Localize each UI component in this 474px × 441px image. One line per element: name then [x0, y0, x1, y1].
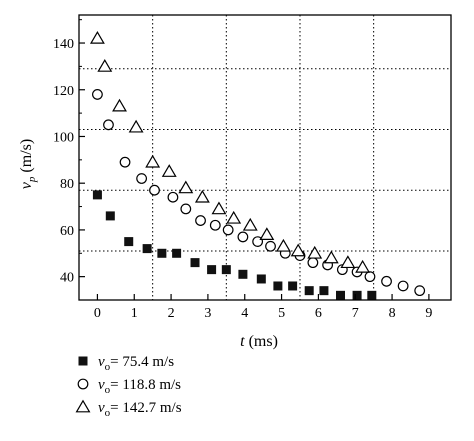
data-point — [355, 259, 371, 273]
data-point — [275, 238, 291, 252]
data-point — [307, 245, 323, 259]
data-point — [288, 281, 298, 291]
data-point — [226, 210, 242, 224]
data-point — [190, 258, 200, 268]
x-tick-label: 1 — [131, 306, 138, 321]
x-tick-label: 0 — [94, 306, 101, 321]
y-tick-label: 60 — [60, 224, 74, 239]
data-point — [221, 265, 231, 275]
legend-marker — [75, 399, 91, 413]
data-point — [242, 217, 258, 231]
data-point — [89, 30, 105, 44]
y-tick-label: 80 — [60, 177, 74, 192]
y-axis-label: vp (m/s) — [18, 139, 38, 189]
data-point — [178, 180, 194, 194]
data-point — [304, 286, 314, 296]
legend-entry-0: vo= 75.4 m/s — [78, 354, 174, 373]
data-point — [364, 271, 376, 283]
series-1 — [92, 89, 426, 297]
x-tick-label: 7 — [352, 306, 359, 321]
data-point — [352, 290, 362, 300]
data-point — [211, 201, 227, 215]
legend-entry-2: vo= 142.7 m/s — [75, 399, 182, 419]
data-point — [273, 281, 283, 291]
data-point — [207, 265, 217, 275]
data-point — [97, 59, 113, 72]
legend-entry-1: vo= 118.8 m/s — [77, 377, 181, 396]
data-point — [194, 189, 210, 203]
data-point — [237, 231, 249, 243]
data-point — [340, 255, 356, 269]
data-point — [119, 156, 131, 168]
x-tick-label: 9 — [425, 306, 432, 321]
data-point — [265, 240, 276, 252]
legend-label: vo= 75.4 m/s — [98, 354, 174, 373]
data-point — [319, 286, 329, 296]
data-point — [92, 89, 103, 100]
grid-lines — [79, 15, 451, 300]
x-tick-label: 8 — [389, 306, 396, 321]
x-tick-label: 6 — [315, 306, 322, 321]
data-point — [92, 190, 102, 200]
data-point — [112, 98, 127, 112]
x-axis-label: t (ms) — [240, 333, 278, 350]
data-point — [149, 184, 160, 196]
legend-marker — [77, 378, 89, 390]
data-point — [256, 274, 266, 284]
legend-marker — [78, 356, 88, 366]
data-point — [307, 257, 319, 269]
data-point — [238, 269, 248, 279]
legend: vo= 75.4 m/s vo= 118.8 m/s vo= 142.7 m/s — [75, 354, 182, 419]
x-tick-label: 5 — [278, 306, 285, 321]
y-tick-label: 140 — [53, 37, 74, 52]
data-point — [167, 191, 179, 203]
data-point — [381, 275, 392, 287]
data-point — [222, 224, 234, 236]
data-point — [180, 203, 192, 215]
data-point — [136, 173, 148, 184]
data-point — [397, 280, 409, 292]
data-points — [89, 30, 426, 300]
y-tick-label: 100 — [53, 130, 74, 145]
y-tick-label: 120 — [53, 84, 74, 99]
data-point — [195, 215, 206, 226]
x-tick-label: 2 — [168, 306, 175, 321]
data-point — [124, 237, 134, 247]
data-point — [367, 290, 377, 300]
series-2 — [89, 30, 371, 273]
axis-ticks: 0 1 2 3 4 5 6 7 8 9 40 60 80 100 120 140 — [53, 19, 432, 321]
x-tick-label: 4 — [241, 306, 248, 321]
data-point — [105, 211, 115, 221]
data-point — [290, 243, 306, 257]
series-0 — [92, 190, 377, 300]
x-tick-label: 3 — [204, 306, 211, 321]
data-point — [142, 244, 152, 254]
data-point — [209, 219, 221, 231]
legend-label: vo= 142.7 m/s — [98, 400, 182, 419]
data-point — [157, 248, 167, 258]
data-point — [323, 250, 339, 264]
data-point — [259, 227, 275, 240]
data-point — [172, 248, 182, 258]
data-point — [103, 119, 114, 131]
data-point — [414, 285, 426, 297]
data-point — [128, 119, 144, 133]
plot-frame — [78, 14, 452, 301]
data-point — [336, 290, 346, 300]
data-point — [145, 154, 161, 168]
legend-label: vo= 118.8 m/s — [98, 377, 181, 396]
y-tick-label: 40 — [60, 271, 74, 286]
data-point — [161, 164, 177, 177]
